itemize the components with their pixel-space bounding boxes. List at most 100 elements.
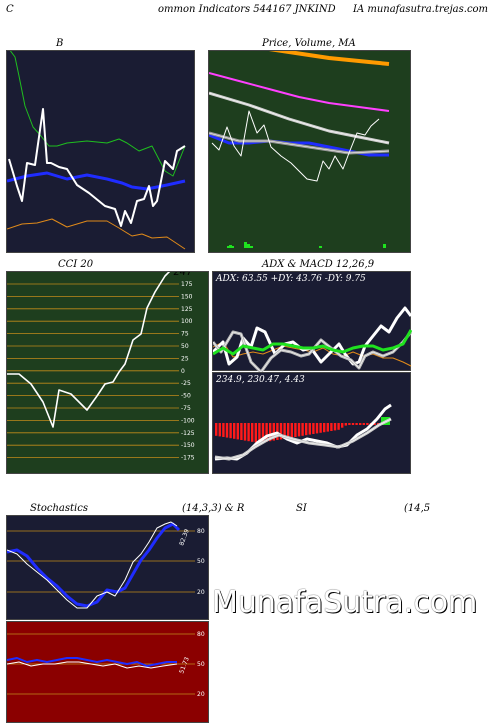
stoch-k-line	[7, 522, 181, 608]
macd-hist-bar-32	[330, 423, 333, 431]
cci-value-label: 247	[173, 272, 192, 278]
cci-tick-14: -175	[181, 455, 195, 462]
stoch-tick-1: 50	[197, 558, 205, 565]
macd-hist-bar-14	[265, 423, 268, 442]
cci-tick-8: -25	[181, 380, 191, 387]
adx-chart	[213, 306, 412, 372]
cci-panel: 175 150 125 100 75 50 25 0 -25 -50 -75 -100 -125 -150…	[6, 271, 209, 474]
cci-tick-3: 100	[181, 318, 193, 325]
price-ma-long-line	[268, 51, 390, 66]
macd-hist-bar-29	[319, 423, 322, 433]
rsi-title: SI	[296, 503, 307, 514]
rsi-chart: 80 50 20 51.73	[7, 631, 205, 698]
volume-bar-2	[231, 246, 234, 248]
rsi-tick-0: 80	[197, 631, 205, 638]
stoch-d-line	[7, 521, 178, 609]
stoch-panel: 80 50 20 82.39	[6, 515, 209, 620]
macd-hist-bar-15	[269, 423, 272, 442]
macd-hist-bar-27	[312, 423, 315, 434]
rsi-line	[7, 657, 177, 667]
cci-tick-0: 175	[181, 281, 193, 288]
macd-hist-bar-8	[243, 423, 247, 441]
price-ma-panel	[208, 50, 411, 253]
macd-hist-bar-24	[301, 423, 304, 436]
macd-hist-bar-42	[366, 423, 369, 425]
macd-hist-bar-11	[254, 423, 257, 443]
price-ma-mid-line-core	[209, 92, 390, 144]
macd-hist-bar-6	[236, 423, 239, 440]
adx-panel: ADX: 63.55 +DY: 43.76 -DY: 9.75	[212, 271, 412, 372]
header-site: IA munafasutra.trejas.com	[353, 4, 489, 15]
macd-hist-bar-34	[337, 423, 340, 430]
cci-tick-11: -100	[181, 417, 195, 424]
macd-hist-bar-25	[305, 423, 308, 436]
bollinger-price-line	[8, 108, 186, 227]
macd-hist-bar-12	[258, 423, 261, 443]
macd-hist-bar-21	[290, 423, 293, 438]
macd-hist-bar-13	[261, 423, 265, 443]
price-close-line	[211, 110, 380, 182]
macd-hist-bar-0	[215, 423, 218, 436]
macd-hist-bar-1	[218, 423, 221, 437]
rsi-value-label: 51.73	[178, 656, 191, 675]
price-ma-fast-line	[209, 72, 390, 112]
macd-hist-bar-18	[279, 423, 283, 440]
macd-hist-bar-2	[222, 423, 225, 437]
macd-hist-bar-44	[373, 423, 376, 425]
stoch-tick-0: 80	[197, 528, 205, 535]
macd-hist-bar-28	[315, 423, 319, 434]
header-title: ommon Indicators 544167 JNKIND	[158, 4, 336, 15]
macd-hist-bar-10	[251, 423, 254, 442]
stoch-title: Stochastics	[30, 503, 88, 514]
macd-chart	[214, 403, 392, 461]
volume-bar-1	[229, 245, 232, 248]
macd-hist-bar-16	[272, 423, 275, 441]
price-ma-chart	[209, 51, 390, 248]
rsi-panel: 80 50 20 51.73	[6, 621, 209, 723]
macd-hist-bar-37	[348, 423, 351, 425]
adx-main-line	[213, 329, 412, 356]
macd-hist-bar-23	[297, 423, 301, 437]
cci-tick-2: 125	[181, 306, 193, 313]
price-ma-extra-line-core	[209, 132, 390, 154]
price-ma-mid-line	[209, 91, 390, 145]
macd-hist-bar-22	[294, 423, 297, 437]
cci-tick-5: 50	[181, 343, 189, 350]
volume-bar-3	[244, 242, 247, 248]
macd-hist-bar-30	[323, 423, 326, 433]
rsi-tick-2: 20	[197, 691, 205, 698]
macd-hist-bar-38	[351, 423, 355, 425]
volume-bar-5	[250, 246, 253, 248]
macd-panel: 234.9, 230.47, 4.43	[212, 372, 411, 474]
watermark: MunafaSutra.com	[212, 585, 478, 620]
cci-tick-6: 25	[181, 355, 189, 362]
cci-tick-10: -75	[181, 405, 191, 412]
cci-title: CCI 20	[58, 259, 94, 270]
macd-hist-bar-20	[287, 423, 290, 439]
macd-hist-bar-19	[283, 423, 286, 439]
bollinger-chart	[7, 51, 186, 250]
macd-hist-bar-36	[344, 423, 347, 426]
macd-hist-bar-3	[225, 423, 229, 438]
volume-bar-0	[227, 246, 230, 248]
bollinger-upper-band	[9, 51, 186, 177]
macd-readout: 234.9, 230.47, 4.43	[216, 375, 305, 385]
macd-hist-bar-17	[276, 423, 279, 440]
macd-signal-line-core	[214, 418, 392, 460]
cci-tick-12: -125	[181, 430, 195, 437]
rsi-params: (14,5	[404, 503, 431, 514]
macd-hist-bar-39	[355, 423, 358, 425]
rsi-smooth-line	[7, 661, 178, 669]
stoch-tick-2: 20	[197, 589, 205, 596]
macd-hist-bar-40	[359, 423, 362, 425]
volume-bar-4	[247, 244, 250, 248]
price-ma-title: Price, Volume, MA	[262, 38, 356, 49]
macd-hist-bar-4	[229, 423, 232, 439]
cci-tick-13: -150	[181, 442, 195, 449]
macd-hist-bar-31	[326, 423, 329, 432]
macd-hist-bar-35	[341, 423, 344, 428]
bollinger-lower-band	[7, 218, 186, 250]
macd-hist-bar-26	[308, 423, 311, 435]
macd-hist-bar-7	[240, 423, 243, 440]
